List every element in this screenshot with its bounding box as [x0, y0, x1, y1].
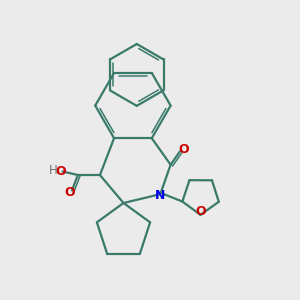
- Text: O: O: [64, 186, 75, 199]
- Text: H: H: [49, 164, 58, 176]
- Text: O: O: [178, 143, 189, 157]
- Text: N: N: [155, 189, 166, 202]
- Text: O: O: [55, 165, 66, 178]
- Text: O: O: [195, 206, 206, 218]
